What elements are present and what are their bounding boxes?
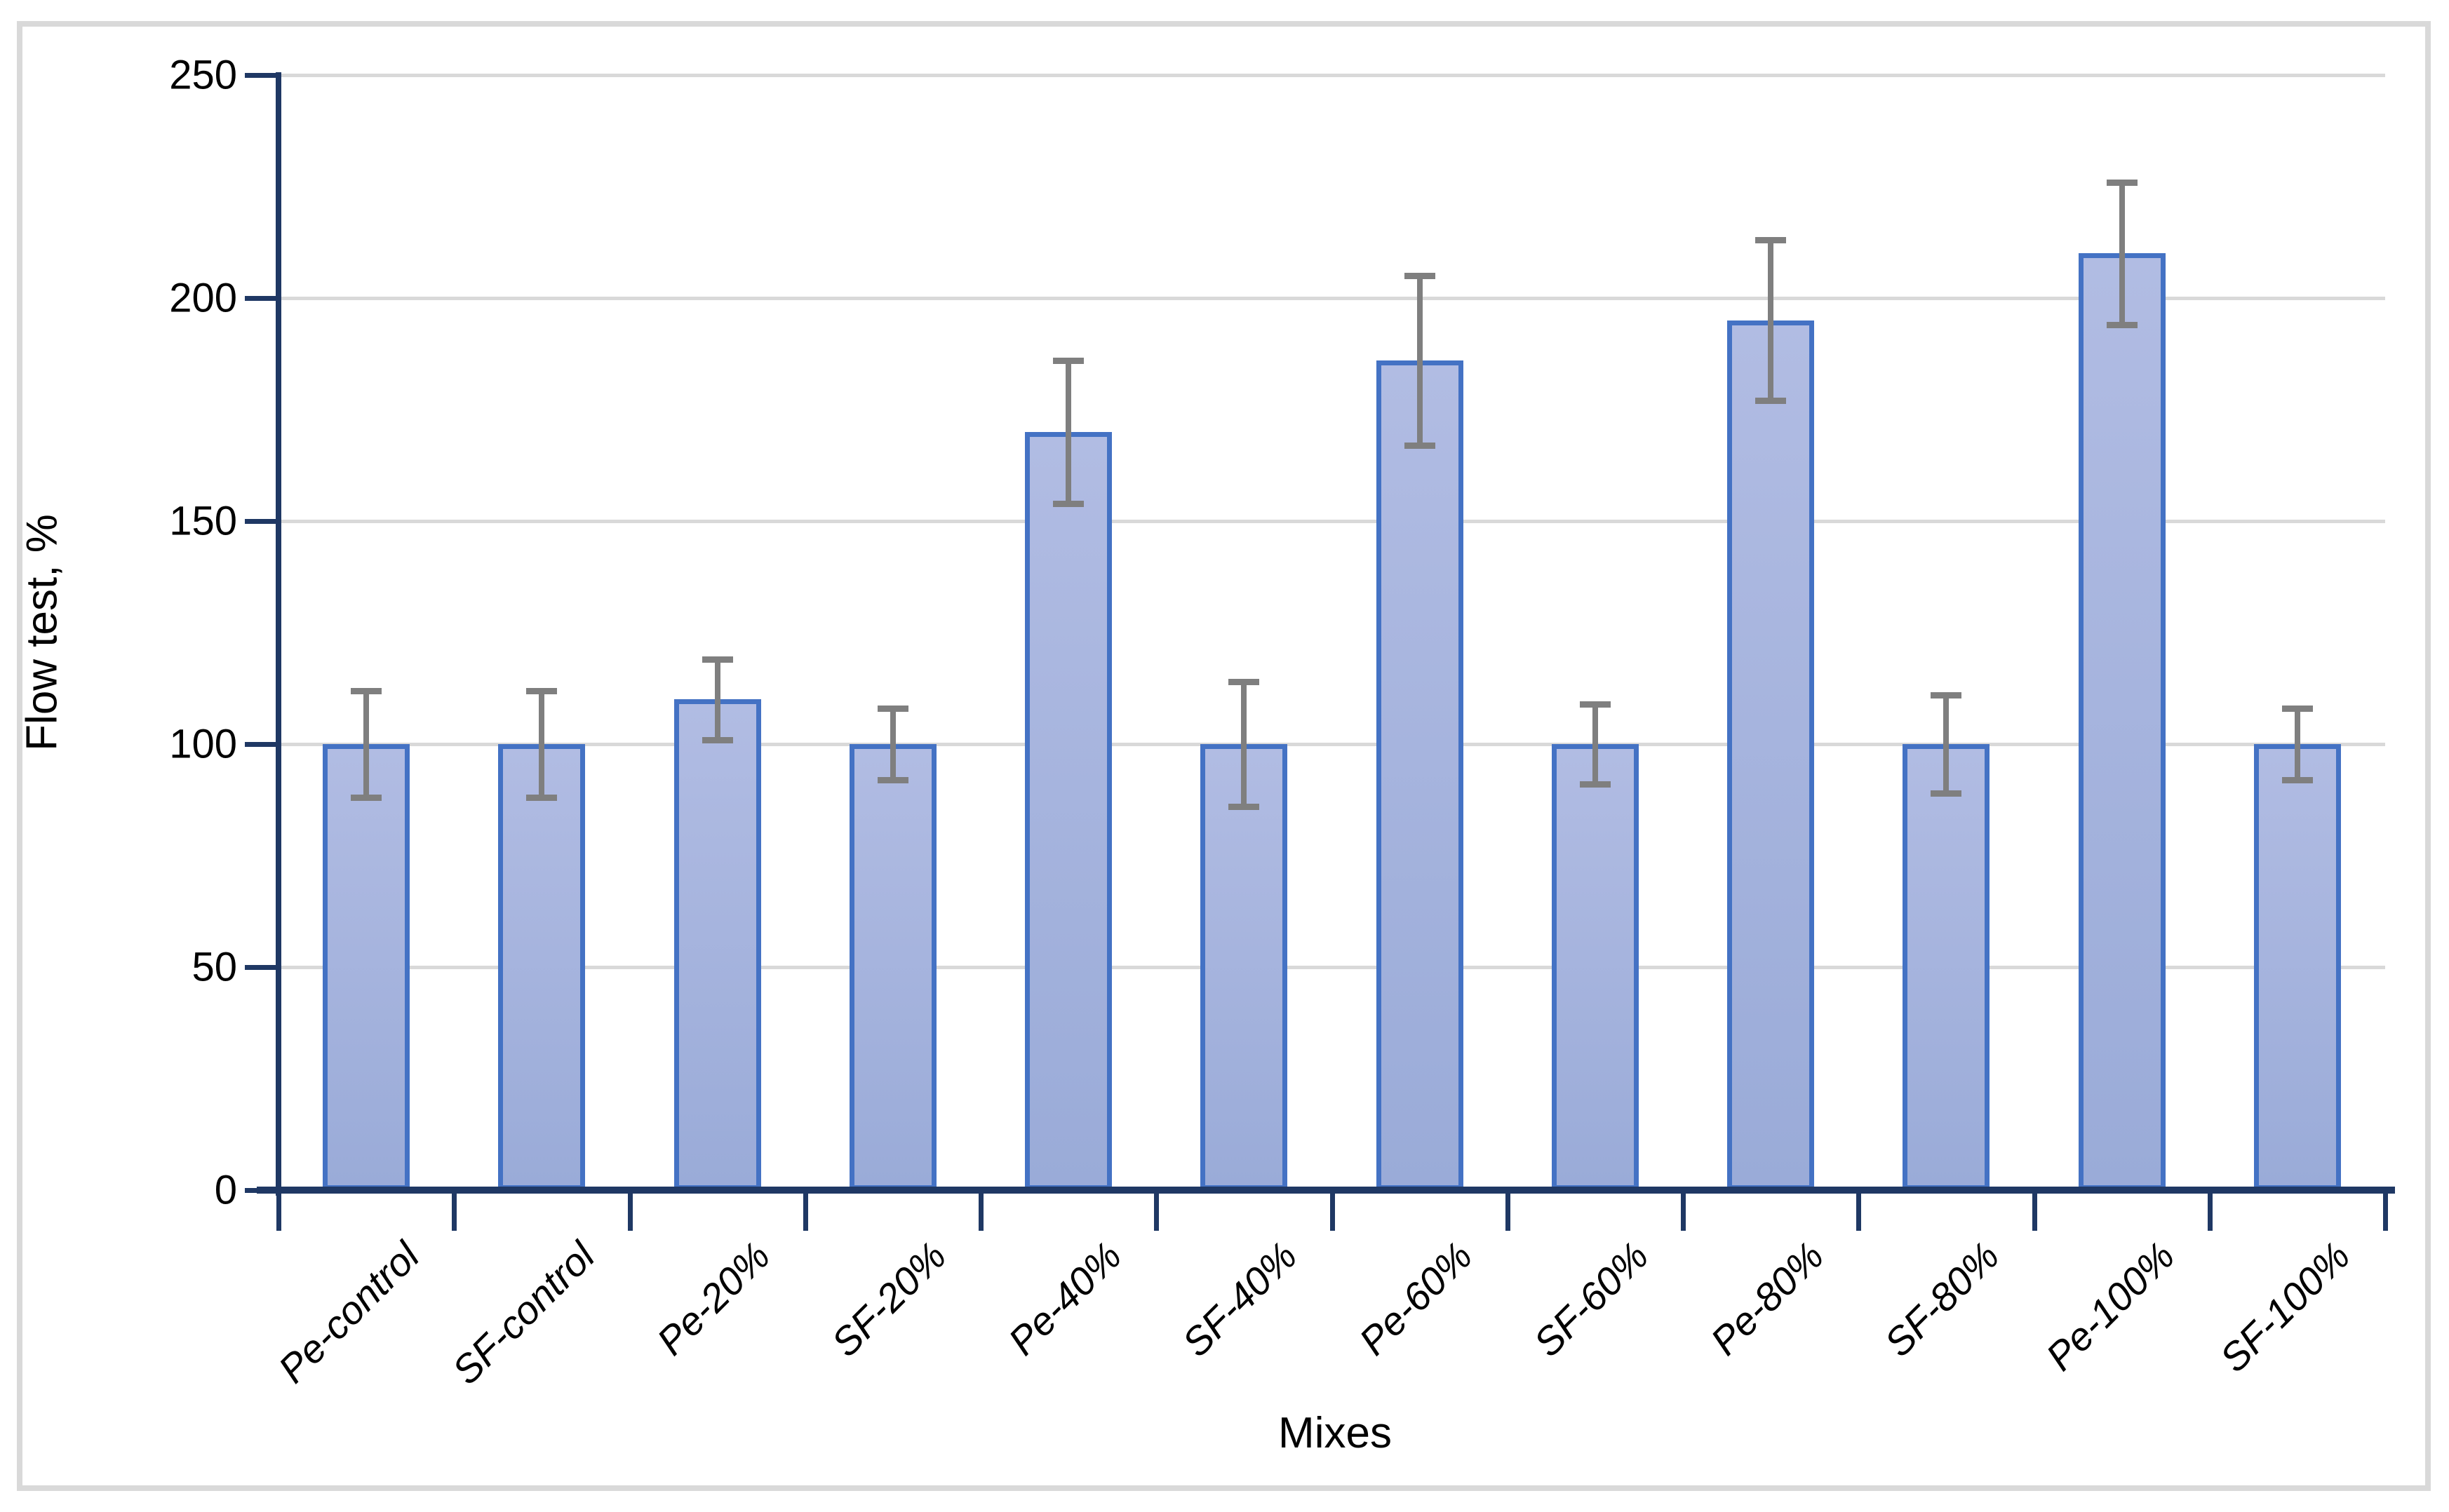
error-bar-Pe-40% bbox=[1066, 360, 1072, 504]
error-bar-SF-40% bbox=[1241, 681, 1247, 807]
x-tick-7 bbox=[1505, 1190, 1510, 1231]
x-tick-label-SF-control: SF-control bbox=[443, 1233, 603, 1393]
error-bar-Pe-80% bbox=[1768, 240, 1774, 401]
x-tick-11 bbox=[2207, 1190, 2213, 1231]
x-tick-label-Pe-20%: Pe-20% bbox=[648, 1233, 779, 1364]
x-tick-3 bbox=[803, 1190, 808, 1231]
gridline-100 bbox=[279, 743, 2385, 746]
error-bar-SF-100% bbox=[2294, 708, 2300, 780]
gridline-150 bbox=[279, 520, 2385, 523]
error-cap-low-Pe-100% bbox=[2106, 322, 2138, 329]
x-tick-label-Pe-60%: Pe-60% bbox=[1350, 1233, 1481, 1364]
bar-Pe-80% bbox=[1727, 320, 1815, 1190]
y-tick-label-250: 250 bbox=[169, 52, 237, 98]
error-bar-Pe-20% bbox=[714, 659, 720, 740]
x-tick-label-SF-40%: SF-40% bbox=[1174, 1233, 1306, 1365]
error-cap-high-SF-control bbox=[526, 687, 558, 694]
error-cap-high-Pe-40% bbox=[1053, 358, 1085, 365]
error-cap-low-Pe-control bbox=[351, 795, 382, 802]
x-tick-label-Pe-80%: Pe-80% bbox=[1701, 1233, 1832, 1364]
x-tick-10 bbox=[2032, 1190, 2037, 1231]
x-axis-title: Mixes bbox=[1278, 1409, 1392, 1457]
error-cap-high-SF-40% bbox=[1228, 678, 1260, 685]
y-tick-label-0: 0 bbox=[214, 1167, 237, 1213]
x-tick-label-Pe-40%: Pe-40% bbox=[999, 1233, 1130, 1364]
error-cap-high-SF-60% bbox=[1579, 701, 1611, 708]
x-tick-label-Pe-control: Pe-control bbox=[269, 1233, 428, 1391]
x-tick-label-SF-60%: SF-60% bbox=[1524, 1233, 1657, 1365]
gridline-200 bbox=[279, 297, 2385, 300]
bar-Pe-40% bbox=[1025, 431, 1113, 1190]
error-cap-high-Pe-100% bbox=[2106, 179, 2138, 186]
y-tick-label-200: 200 bbox=[169, 275, 237, 321]
x-tick-2 bbox=[627, 1190, 633, 1231]
y-tick-label-150: 150 bbox=[169, 498, 237, 544]
x-tick-0 bbox=[276, 1190, 281, 1231]
error-cap-high-SF-20% bbox=[877, 706, 908, 713]
bar-SF-control bbox=[498, 744, 586, 1190]
x-tick-label-SF-80%: SF-80% bbox=[1876, 1233, 2008, 1365]
y-tick-250 bbox=[245, 73, 279, 78]
error-cap-high-SF-100% bbox=[2281, 706, 2313, 713]
y-tick-100 bbox=[245, 742, 279, 747]
x-tick-9 bbox=[1856, 1190, 1862, 1231]
error-cap-low-Pe-80% bbox=[1755, 398, 1787, 405]
bar-Pe-control bbox=[323, 744, 410, 1190]
error-cap-low-Pe-60% bbox=[1404, 442, 1435, 449]
error-bar-SF-control bbox=[539, 690, 545, 798]
y-axis-line bbox=[276, 72, 281, 1196]
error-cap-high-Pe-60% bbox=[1404, 273, 1435, 280]
error-bar-SF-80% bbox=[1943, 695, 1950, 793]
error-bar-Pe-control bbox=[363, 690, 370, 798]
error-cap-high-Pe-80% bbox=[1755, 237, 1787, 244]
error-cap-high-SF-80% bbox=[1931, 692, 1962, 699]
bar-SF-20% bbox=[849, 744, 937, 1190]
x-tick-1 bbox=[452, 1190, 457, 1231]
y-tick-label-100: 100 bbox=[169, 721, 237, 767]
error-cap-high-Pe-control bbox=[351, 687, 382, 694]
error-cap-low-SF-control bbox=[526, 795, 558, 802]
error-cap-low-Pe-40% bbox=[1053, 500, 1085, 507]
error-cap-low-SF-60% bbox=[1579, 781, 1611, 788]
bar-SF-40% bbox=[1200, 744, 1288, 1190]
error-cap-low-SF-80% bbox=[1931, 790, 1962, 797]
bar-SF-80% bbox=[1903, 744, 1990, 1190]
gridline-250 bbox=[279, 74, 2385, 77]
bar-Pe-20% bbox=[673, 699, 761, 1190]
error-cap-low-Pe-20% bbox=[702, 736, 733, 743]
x-tick-5 bbox=[1154, 1190, 1160, 1231]
bar-Pe-100% bbox=[2078, 253, 2166, 1190]
error-cap-low-SF-20% bbox=[877, 776, 908, 783]
error-bar-Pe-100% bbox=[2119, 182, 2125, 325]
y-tick-200 bbox=[245, 296, 279, 301]
y-axis-title: Flow test, % bbox=[18, 514, 67, 751]
gridline-50 bbox=[279, 966, 2385, 969]
x-tick-label-SF-20%: SF-20% bbox=[822, 1233, 955, 1365]
x-tick-8 bbox=[1681, 1190, 1686, 1231]
error-bar-SF-20% bbox=[890, 708, 896, 780]
y-tick-50 bbox=[245, 965, 279, 970]
x-tick-12 bbox=[2383, 1190, 2388, 1231]
y-tick-label-50: 50 bbox=[192, 944, 237, 990]
error-cap-low-SF-100% bbox=[2281, 776, 2313, 783]
y-tick-150 bbox=[245, 519, 279, 524]
error-bar-SF-60% bbox=[1592, 703, 1598, 785]
bar-SF-100% bbox=[2253, 744, 2341, 1190]
x-tick-label-Pe-100%: Pe-100% bbox=[2037, 1233, 2183, 1379]
y-tick-0 bbox=[245, 1188, 279, 1193]
x-axis-line bbox=[257, 1187, 2395, 1194]
error-cap-high-Pe-20% bbox=[702, 656, 733, 663]
x-tick-4 bbox=[979, 1190, 984, 1231]
x-tick-label-SF-100%: SF-100% bbox=[2211, 1233, 2359, 1381]
error-cap-low-SF-40% bbox=[1228, 804, 1260, 811]
bar-SF-60% bbox=[1551, 744, 1639, 1190]
bar-Pe-60% bbox=[1376, 360, 1463, 1190]
x-tick-6 bbox=[1329, 1190, 1335, 1231]
error-bar-Pe-60% bbox=[1416, 276, 1423, 445]
